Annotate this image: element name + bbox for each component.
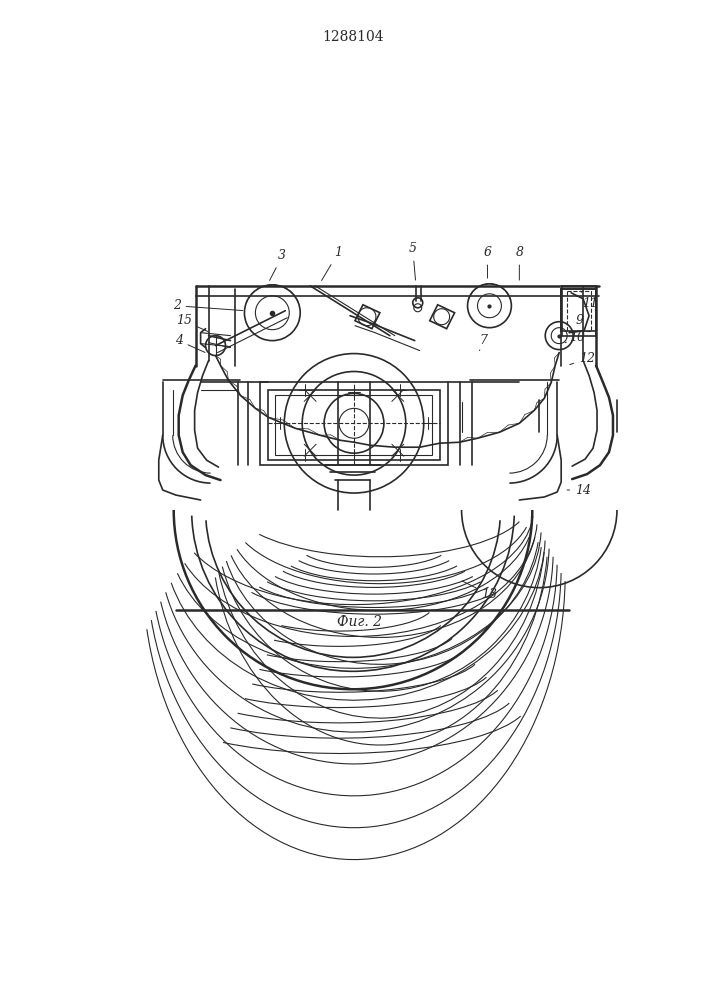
Text: 13: 13 bbox=[462, 581, 498, 601]
Text: 1: 1 bbox=[322, 246, 342, 280]
Text: 11: 11 bbox=[580, 291, 598, 310]
Text: 14: 14 bbox=[567, 484, 591, 497]
Text: 3: 3 bbox=[269, 249, 286, 280]
Text: 15: 15 bbox=[175, 314, 208, 332]
Text: 4: 4 bbox=[175, 334, 205, 352]
Text: 1288104: 1288104 bbox=[322, 30, 384, 44]
Text: 12: 12 bbox=[570, 352, 595, 365]
Text: Фиг. 2: Фиг. 2 bbox=[337, 615, 382, 629]
Text: 5: 5 bbox=[409, 242, 416, 280]
Text: 9: 9 bbox=[571, 314, 583, 333]
Text: 7: 7 bbox=[479, 334, 488, 351]
Text: 6: 6 bbox=[484, 246, 491, 278]
Text: 8: 8 bbox=[515, 246, 523, 280]
Text: 10: 10 bbox=[565, 331, 585, 344]
Text: 2: 2 bbox=[173, 299, 243, 312]
